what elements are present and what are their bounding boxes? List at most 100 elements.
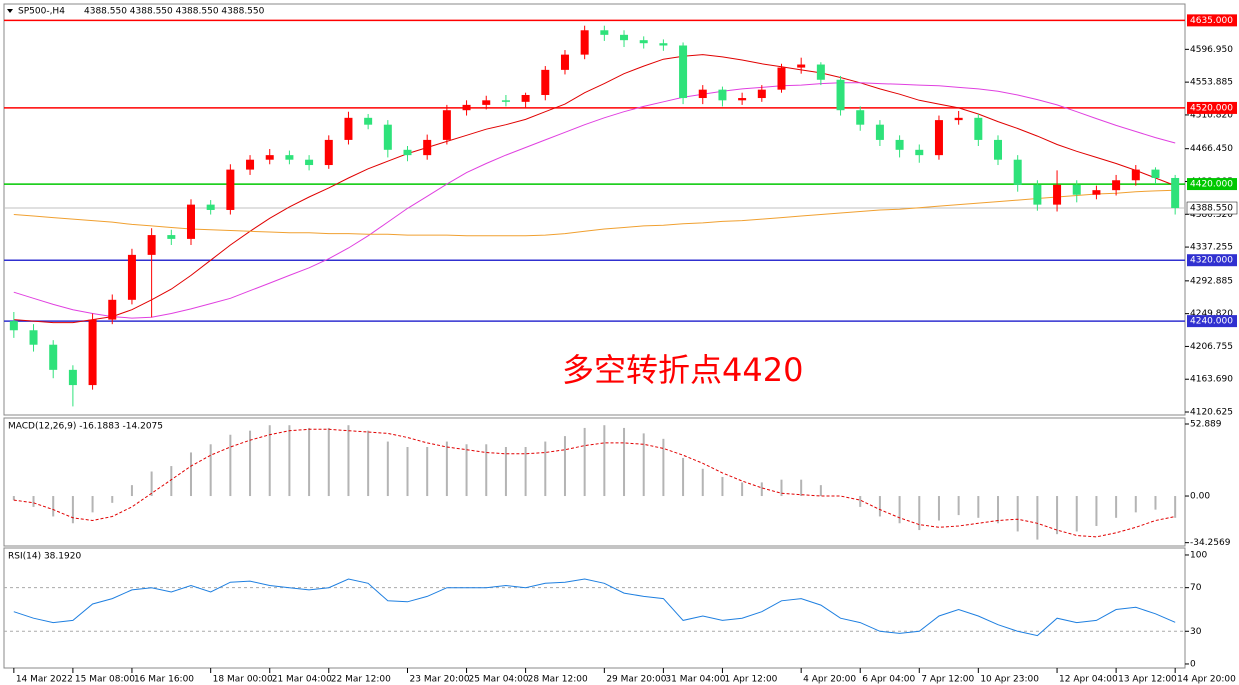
- x-tick-label: 29 Mar 20:00: [606, 675, 666, 685]
- candle-body: [895, 139, 904, 150]
- x-tick-label: 31 Mar 04:00: [665, 675, 725, 685]
- x-tick-label: 16 Mar 16:00: [134, 675, 194, 685]
- candle-body: [226, 169, 235, 210]
- candle-body: [265, 155, 274, 160]
- candle-body: [462, 104, 471, 111]
- candle-body: [442, 110, 451, 140]
- candle-body: [1033, 184, 1042, 205]
- candle-body: [954, 117, 963, 121]
- macd-bar: [465, 444, 468, 497]
- macd-bar: [150, 471, 153, 497]
- macd-bar: [898, 496, 901, 524]
- level-label: 4240.000: [1190, 317, 1233, 327]
- macd-bar: [524, 447, 527, 497]
- macd-bar: [52, 496, 55, 517]
- candle-body: [639, 40, 648, 44]
- x-tick-label: 14 Mar 2022: [16, 675, 73, 685]
- candle-body: [167, 235, 176, 239]
- macd-bar: [878, 496, 881, 517]
- macd-bar: [406, 447, 409, 497]
- candle-body: [1053, 184, 1062, 205]
- macd-bar: [189, 452, 192, 497]
- candle-body: [1072, 184, 1081, 195]
- macd-bar: [12, 496, 15, 501]
- candle-body: [600, 30, 609, 35]
- x-tick-label: 15 Mar 08:00: [75, 675, 135, 685]
- menu-triangle[interactable]: [7, 9, 13, 13]
- macd-bar: [327, 427, 330, 497]
- macd-bar: [997, 496, 1000, 524]
- x-tick-label: 28 Mar 12:00: [528, 675, 588, 685]
- y-tick-label: 70: [1190, 583, 1202, 593]
- y-tick-label: 52.889: [1190, 420, 1222, 430]
- y-tick-label: 4380.320: [1190, 210, 1233, 220]
- header-values: 4388.550 4388.550 4388.550 4388.550: [84, 7, 265, 17]
- candle-body: [49, 344, 58, 370]
- x-tick-label: 4 Apr 20:00: [803, 675, 856, 685]
- candle-body: [344, 117, 353, 140]
- candle-body: [403, 149, 412, 156]
- candle-body: [1112, 180, 1121, 191]
- candle-body: [836, 79, 845, 111]
- macd-title: MACD(12,26,9) -16.1883 -14.2075: [8, 422, 163, 432]
- candle-body: [246, 159, 255, 170]
- level-label-box: [1187, 315, 1237, 328]
- x-tick-label: 12 Apr 04:00: [1059, 675, 1118, 685]
- macd-bar: [859, 496, 862, 507]
- macd-bar: [229, 434, 232, 497]
- candle-body: [186, 204, 195, 239]
- y-tick-label: 0.00: [1190, 492, 1210, 502]
- y-tick-label: 4337.255: [1190, 243, 1233, 253]
- macd-bar: [71, 496, 74, 524]
- candle-body: [108, 299, 117, 320]
- macd-bar: [603, 425, 606, 497]
- macd-bar: [504, 447, 507, 497]
- y-tick-label: 4292.885: [1190, 276, 1233, 286]
- y-tick-label: 4596.950: [1190, 45, 1233, 55]
- y-tick-label: 100: [1190, 550, 1207, 560]
- macd-bar: [288, 425, 291, 497]
- macd-bar: [937, 496, 940, 521]
- level-label-box: [1187, 14, 1237, 27]
- macd-bar: [780, 479, 783, 497]
- rsi-line: [13, 578, 1176, 637]
- y-tick-label: 4206.755: [1190, 342, 1233, 352]
- macd-bar: [918, 496, 921, 531]
- macd-bar: [445, 441, 448, 497]
- candle-body: [305, 159, 314, 166]
- candle-body: [127, 254, 136, 300]
- y-tick-label: 0: [1190, 659, 1196, 669]
- macd-bar: [1075, 496, 1078, 532]
- y-tick-label: 4249.820: [1190, 309, 1233, 319]
- level-label-box: [1187, 254, 1237, 267]
- x-tick-label: 21 Mar 04:00: [272, 675, 332, 685]
- candle-body: [659, 43, 668, 46]
- macd-bar: [308, 427, 311, 497]
- macd-bar: [563, 436, 566, 497]
- candle-body: [620, 34, 629, 41]
- candle-body: [88, 319, 97, 386]
- candle-body: [383, 124, 392, 150]
- macd-bar: [544, 441, 547, 497]
- y-tick-label: -34.2569: [1190, 538, 1231, 548]
- candle-body: [974, 117, 983, 140]
- macd-bar: [721, 476, 724, 497]
- x-tick-label: 6 Apr 04:00: [862, 675, 915, 685]
- candle-body: [915, 149, 924, 156]
- y-tick-label: 4163.690: [1190, 375, 1233, 385]
- candle-body: [1013, 159, 1022, 185]
- candle-body: [856, 110, 865, 125]
- x-tick-label: 10 Apr 23:00: [980, 675, 1039, 685]
- macd-bar: [623, 427, 626, 497]
- candle-body: [285, 155, 294, 160]
- level-label: 4635.000: [1190, 16, 1233, 26]
- macd-bar: [701, 468, 704, 497]
- candle-body: [797, 64, 806, 68]
- x-tick-label: 14 Apr 20:00: [1177, 675, 1236, 685]
- macd-bar: [642, 433, 645, 497]
- x-tick-label: 1 Apr 12:00: [724, 675, 777, 685]
- y-tick-label: 4510.820: [1190, 110, 1233, 120]
